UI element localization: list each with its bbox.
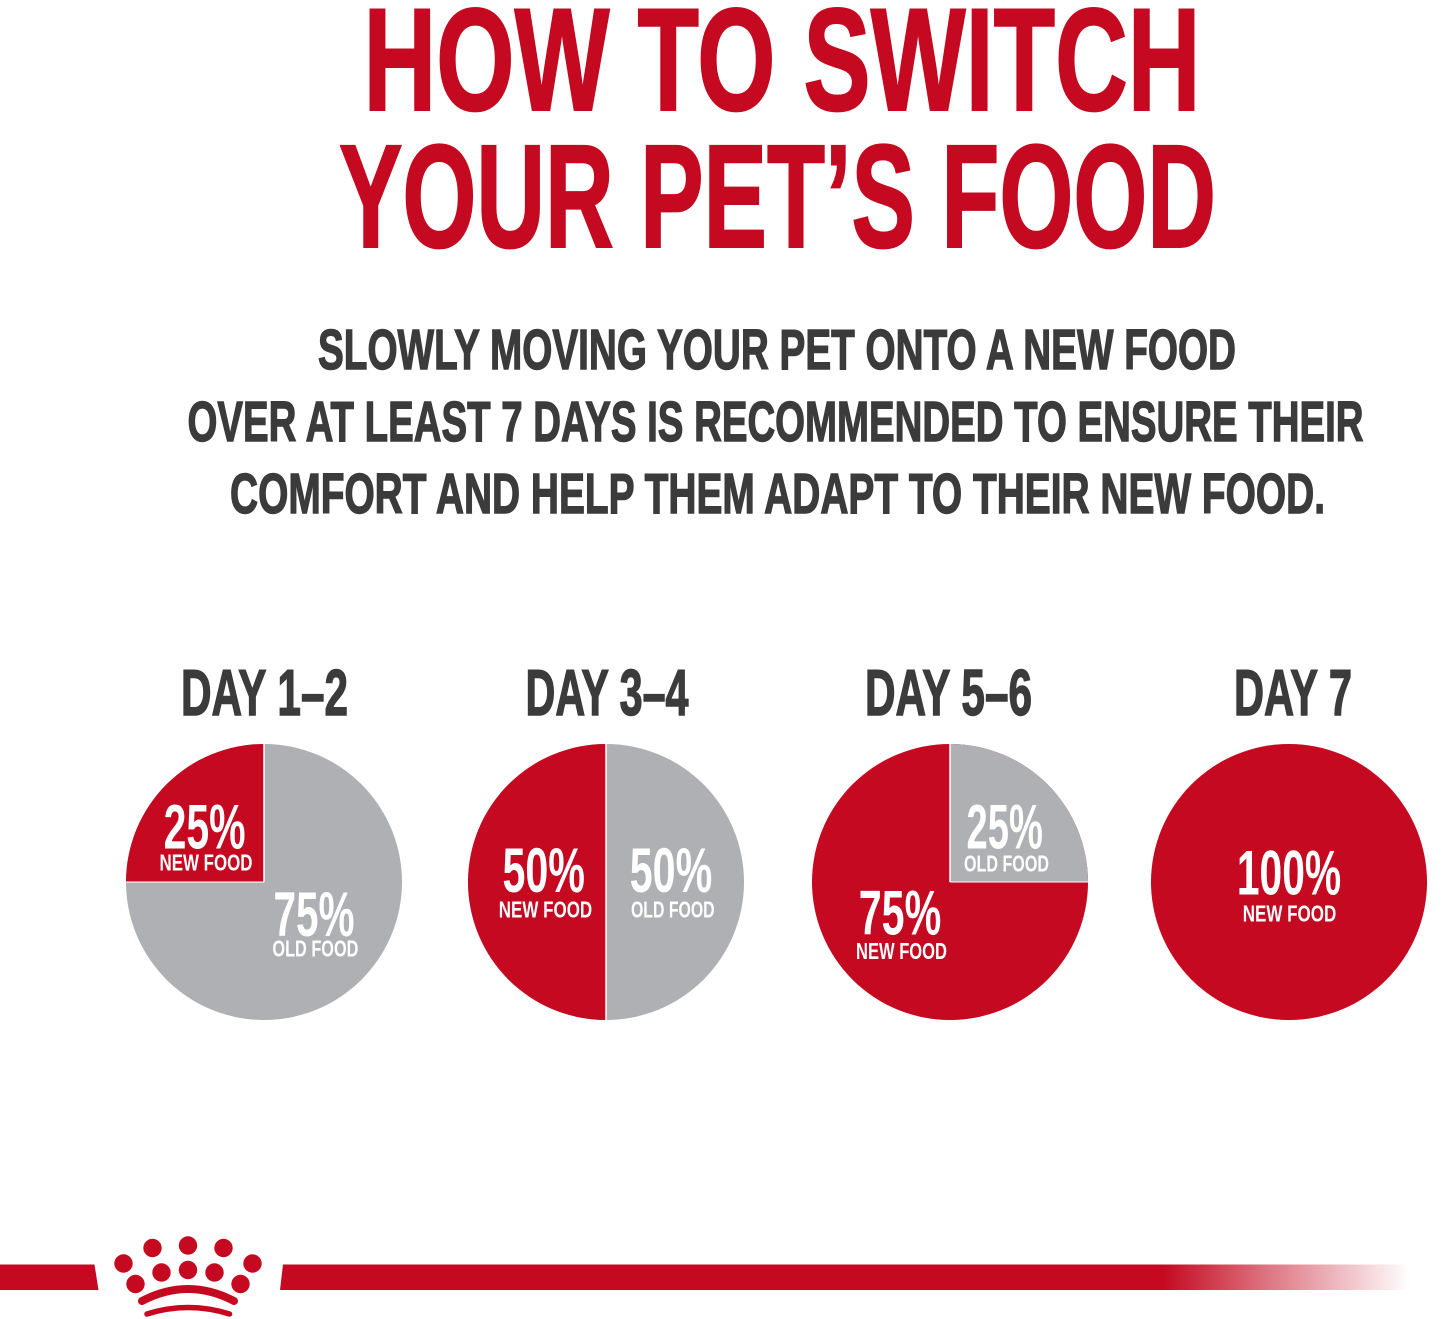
svg-text:DAY 3–4: DAY 3–4 <box>526 657 689 729</box>
svg-text:75%: 75% <box>274 880 355 950</box>
svg-text:OLD FOOD: OLD FOOD <box>272 936 358 962</box>
svg-text:OVER AT LEAST 7 DAYS IS RECOMM: OVER AT LEAST 7 DAYS IS RECOMMENDED TO E… <box>188 390 1364 454</box>
svg-text:25%: 25% <box>164 793 246 863</box>
svg-text:25%: 25% <box>967 793 1043 863</box>
svg-text:DAY 1–2: DAY 1–2 <box>181 657 348 729</box>
svg-text:50%: 50% <box>630 836 713 906</box>
svg-text:NEW FOOD: NEW FOOD <box>1243 900 1337 926</box>
svg-text:NEW FOOD: NEW FOOD <box>160 849 253 875</box>
svg-text:SLOWLY MOVING YOUR PET ONTO A: SLOWLY MOVING YOUR PET ONTO A NEW FOOD <box>318 318 1236 382</box>
svg-text:YOUR PET’S FOOD: YOUR PET’S FOOD <box>339 115 1216 279</box>
svg-text:OLD FOOD: OLD FOOD <box>964 851 1049 877</box>
svg-text:HOW TO SWITCH: HOW TO SWITCH <box>364 0 1201 141</box>
svg-text:OLD FOOD: OLD FOOD <box>631 897 715 923</box>
svg-text:DAY 7: DAY 7 <box>1234 657 1352 729</box>
svg-text:NEW FOOD: NEW FOOD <box>499 897 592 923</box>
svg-text:DAY 5–6: DAY 5–6 <box>865 657 1032 729</box>
svg-text:100%: 100% <box>1237 839 1341 909</box>
svg-text:75%: 75% <box>859 879 942 949</box>
svg-text:50%: 50% <box>502 836 585 906</box>
svg-text:COMFORT AND HELP THEM ADAPT TO: COMFORT AND HELP THEM ADAPT TO THEIR NEW… <box>230 462 1325 526</box>
svg-text:NEW FOOD: NEW FOOD <box>856 938 947 964</box>
